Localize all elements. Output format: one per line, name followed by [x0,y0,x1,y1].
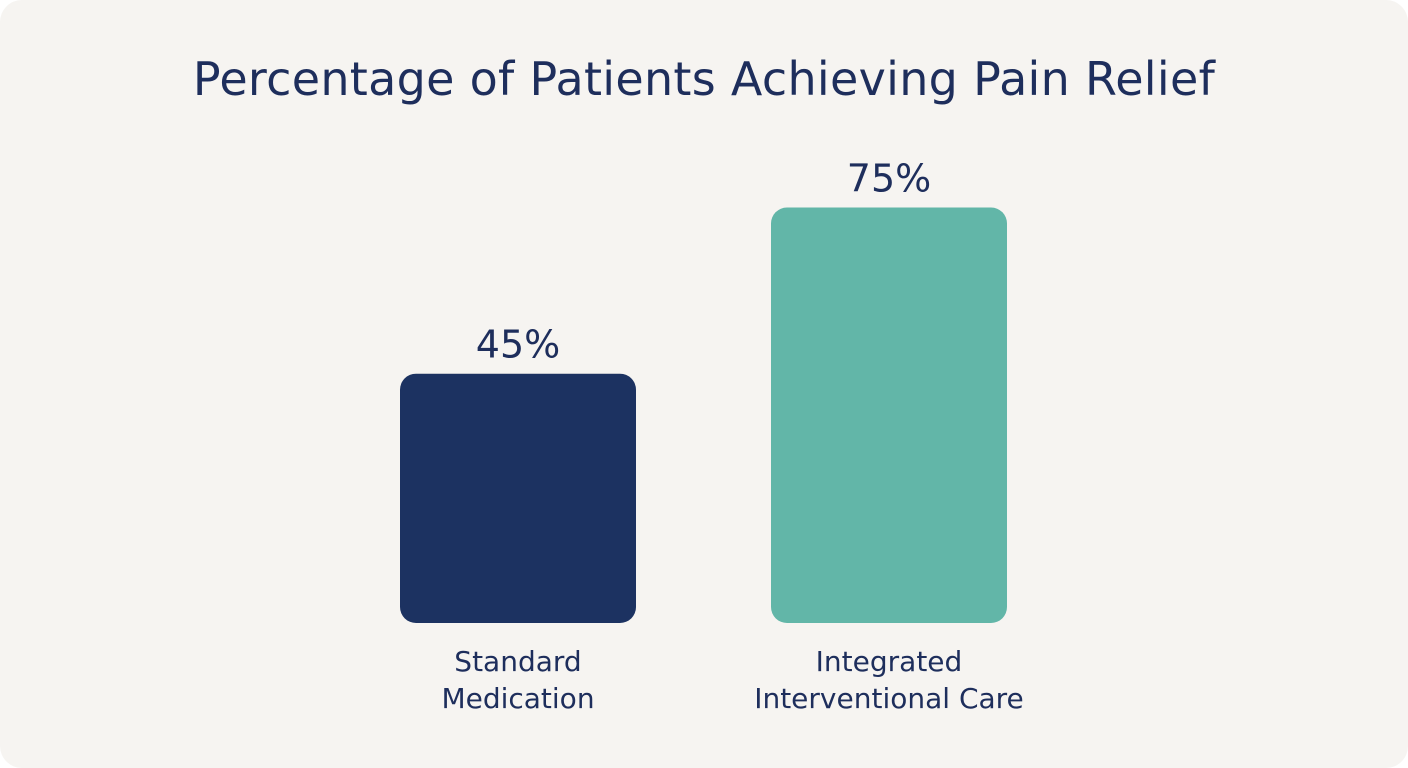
category-label-line: Standard [454,645,581,678]
category-label-2: Integrated Interventional Care [754,645,1024,715]
data-label-1: 45% [476,323,560,367]
category-label-line: Interventional Care [754,682,1024,715]
category-label-1: Standard Medication [441,645,594,715]
data-label-2: 75% [847,157,931,201]
bar-2 [771,207,1007,623]
chart-title: Percentage of Patients Achieving Pain Re… [192,52,1216,106]
category-label-line: Integrated [816,645,963,678]
bar-1 [400,373,636,623]
category-label-line: Medication [441,682,594,715]
